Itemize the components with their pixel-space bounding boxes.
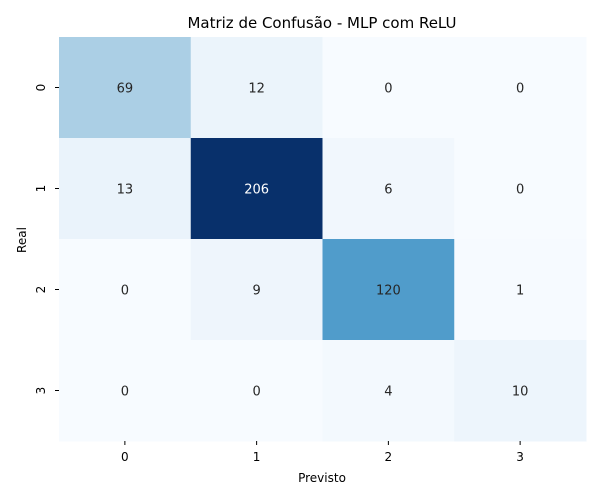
cell-value-label: 10	[512, 385, 529, 400]
heatmap-cell	[59, 138, 192, 240]
cell-value-label: 206	[244, 183, 269, 198]
x-tick-label: 2	[385, 450, 393, 464]
y-tick-label: 2	[34, 286, 48, 294]
y-axis-label: Real	[15, 227, 29, 253]
heatmap-cell	[59, 239, 192, 341]
cell-value-label: 120	[376, 284, 401, 299]
y-axis-ticks: 0 1 2 3	[34, 84, 59, 395]
x-axis-ticks: 0 1 2 3	[121, 441, 524, 464]
cell-value-label: 13	[117, 183, 134, 198]
y-tick-label: 3	[34, 387, 48, 395]
heatmap-cell	[59, 340, 192, 442]
cell-value-label: 12	[248, 82, 265, 97]
x-tick-label: 3	[516, 450, 524, 464]
heatmap-cell	[190, 340, 323, 442]
cell-value-label: 6	[384, 183, 392, 198]
chart-title: Matriz de Confusão - MLP com ReLU	[187, 14, 456, 32]
x-axis-label: Previsto	[298, 471, 346, 485]
cell-value-label: 0	[384, 82, 392, 97]
heatmap-cell	[190, 138, 323, 240]
x-tick-label: 1	[253, 450, 261, 464]
cell-value-label: 0	[121, 284, 129, 299]
cell-value-label: 4	[384, 385, 392, 400]
cell-value-label: 69	[117, 82, 134, 97]
cell-value-label: 0	[516, 82, 524, 97]
heatmap-cell	[322, 239, 455, 341]
x-tick-label: 0	[121, 450, 129, 464]
heatmap-cell	[454, 37, 587, 139]
y-tick-label: 0	[34, 84, 48, 92]
heatmap-cell	[190, 239, 323, 341]
cell-value-label: 1	[516, 284, 524, 299]
heatmap-cell	[190, 37, 323, 139]
heatmap-cell	[322, 340, 455, 442]
heatmap-cell	[454, 239, 587, 341]
cell-value-label: 9	[252, 284, 260, 299]
cell-value-label: 0	[516, 183, 524, 198]
heatmap-cell	[454, 138, 587, 240]
heatmap-cell	[59, 37, 192, 139]
heatmap-cells: 69 12 0 013 206 6 00 9 120 10 0 4 10	[59, 37, 587, 442]
heatmap-cell	[454, 340, 587, 442]
cell-value-label: 0	[121, 385, 129, 400]
heatmap-cell	[322, 138, 455, 240]
cell-value-label: 0	[252, 385, 260, 400]
heatmap-cell	[322, 37, 455, 139]
y-tick-label: 1	[34, 185, 48, 193]
